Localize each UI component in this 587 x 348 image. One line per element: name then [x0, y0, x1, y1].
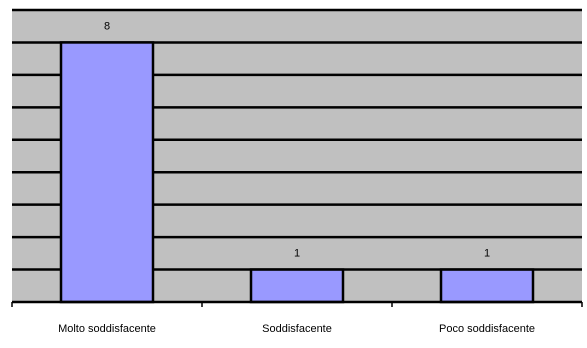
x-tick-label-molto-soddisfacente: Molto soddisfacente — [58, 323, 156, 335]
data-label: 1 — [294, 248, 300, 260]
data-label: 1 — [484, 248, 490, 260]
bar — [439, 268, 535, 304]
bar — [59, 41, 155, 304]
data-label: 8 — [104, 20, 110, 32]
bar — [249, 268, 345, 304]
x-tick-label-soddisfacente: Soddisfacente — [262, 323, 332, 335]
x-tick-label-poco-soddisfacente: Poco soddisfacente — [438, 323, 535, 335]
